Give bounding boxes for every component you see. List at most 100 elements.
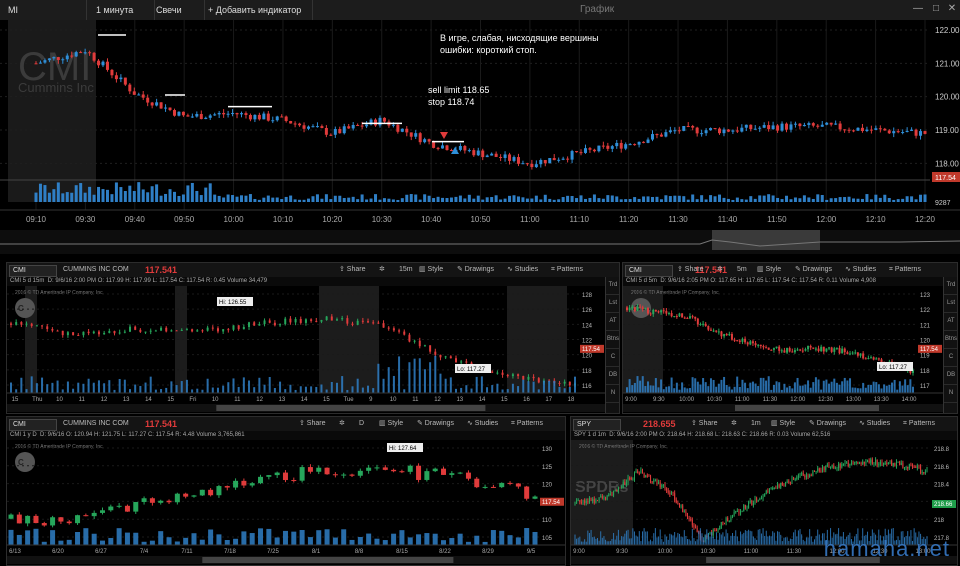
volume-bar: [124, 532, 130, 545]
volume-bar: [616, 535, 618, 545]
side-tab[interactable]: DB: [606, 367, 619, 385]
volume-bar: [258, 377, 261, 393]
close-icon[interactable]: ✕: [947, 3, 957, 14]
interval-selector[interactable]: 1 минута: [88, 0, 155, 20]
side-tab[interactable]: C: [944, 349, 957, 367]
patterns-button[interactable]: ⌗ Patterns: [903, 420, 935, 427]
panel-symbol-field[interactable]: CMI: [9, 419, 57, 431]
candle: [302, 125, 306, 129]
gear-icon[interactable]: ✲: [717, 266, 723, 273]
quote-row: SPY 1 d 1m D: 9/6/16 2:00 PM O: 218.64 H…: [571, 431, 957, 440]
patterns-button[interactable]: ⌗ Patterns: [511, 420, 543, 427]
drawings-button[interactable]: ✎ Drawings: [795, 266, 832, 273]
scrollbar-thumb[interactable]: [735, 405, 879, 411]
share-button[interactable]: ⇪ Share: [691, 420, 718, 427]
maximize-icon[interactable]: □: [932, 3, 940, 14]
volume-bar: [899, 540, 901, 545]
style-button[interactable]: ▥ Style: [771, 420, 796, 427]
chart-panel-3[interactable]: CMI CUMMINS INC COM 117.541 ⇪ Share ✲ D …: [6, 416, 566, 566]
symbol-field[interactable]: MI: [0, 0, 87, 20]
volume-bar: [302, 199, 306, 202]
volume-bar: [645, 531, 647, 545]
gear-icon[interactable]: ✲: [379, 266, 385, 273]
side-tab[interactable]: Lst: [944, 295, 957, 313]
drawings-button[interactable]: ✎ Drawings: [417, 420, 454, 427]
navigator-handle[interactable]: [712, 230, 820, 250]
candle: [244, 113, 248, 115]
chart-panel-1[interactable]: CMI CUMMINS INC COM 117.541 ⇪ Share ✲ 15…: [6, 262, 620, 414]
side-tab[interactable]: N: [944, 385, 957, 403]
style-button[interactable]: ▥ Style: [379, 420, 404, 427]
side-tab[interactable]: N: [606, 385, 619, 403]
volume-bar: [791, 388, 794, 393]
candle: [583, 148, 587, 153]
share-button[interactable]: ⇪ Share: [299, 420, 326, 427]
patterns-button[interactable]: ⌗ Patterns: [889, 266, 921, 273]
candle: [50, 517, 56, 526]
timeframe-selector[interactable]: 5m: [737, 266, 747, 273]
drawings-button[interactable]: ✎ Drawings: [457, 266, 494, 273]
x-tick-label: 17: [545, 397, 552, 403]
volume-bar: [320, 384, 323, 393]
y-tick-label: 218: [934, 518, 945, 524]
timeframe-selector[interactable]: 1m: [751, 420, 761, 427]
panel-symbol-field[interactable]: CMI: [625, 265, 673, 277]
scrollbar-thumb[interactable]: [216, 405, 486, 411]
chart-panel-2[interactable]: CMI 117.541 ⇪ Share ✲ 5m ▥ Style ✎ Drawi…: [622, 262, 958, 414]
timeframe-selector[interactable]: D: [359, 420, 365, 427]
studies-button[interactable]: ∿ Studies: [845, 266, 877, 273]
studies-button[interactable]: ∿ Studies: [859, 420, 891, 427]
minimize-icon[interactable]: —: [913, 3, 923, 14]
panel-symbol-field[interactable]: CMI: [9, 265, 57, 277]
volume-bar: [646, 381, 649, 393]
side-tab[interactable]: AT: [944, 313, 957, 331]
chart-panel-4[interactable]: SPY 218.655 ⇪ Share ✲ 1m ▥ Style ✎ Drawi…: [570, 416, 958, 566]
side-tab[interactable]: C: [606, 349, 619, 367]
panel-symbol-field[interactable]: SPY: [573, 419, 621, 431]
volume-bar: [324, 529, 330, 545]
side-tab[interactable]: Trd: [606, 277, 619, 295]
style-button[interactable]: ▥ Style: [419, 266, 444, 273]
volume-bar: [793, 382, 796, 393]
candle: [820, 470, 822, 473]
add-indicator-button[interactable]: + Добавить индикатор: [200, 0, 313, 20]
gear-icon[interactable]: ✲: [339, 420, 345, 427]
volume-bar: [816, 194, 820, 202]
patterns-button[interactable]: ⌗ Patterns: [551, 266, 583, 273]
main-chart[interactable]: CMI Cummins Inc В игре, слабая, нисходящ…: [0, 20, 960, 258]
style-selector[interactable]: Свечи: [148, 0, 205, 20]
share-button[interactable]: ⇪ Share: [339, 266, 366, 273]
candle: [75, 515, 81, 524]
candle: [101, 61, 105, 66]
copyright: 2016 © TD Ameritrade IP Company, Inc.: [631, 289, 720, 296]
gear-icon[interactable]: ✲: [731, 420, 737, 427]
scrollbar-thumb[interactable]: [706, 557, 880, 563]
volume-bar: [797, 530, 799, 545]
side-tab[interactable]: Btns: [944, 331, 957, 349]
candle: [539, 160, 543, 165]
side-tab[interactable]: DB: [944, 367, 957, 385]
candle: [875, 358, 878, 360]
volume-bar: [47, 192, 51, 202]
side-tab[interactable]: AT: [606, 313, 619, 331]
share-button[interactable]: ⇪ Share: [677, 266, 704, 273]
candle: [408, 334, 411, 342]
side-tab[interactable]: Trd: [944, 277, 957, 295]
volume-bar: [279, 381, 282, 393]
volume-bar: [183, 537, 189, 545]
scrollbar-thumb[interactable]: [202, 557, 454, 563]
side-tab[interactable]: Lst: [606, 295, 619, 313]
volume-bar: [749, 382, 752, 393]
volume-bar: [820, 540, 822, 545]
studies-button[interactable]: ∿ Studies: [467, 420, 499, 427]
side-tab[interactable]: Btns: [606, 331, 619, 349]
style-button[interactable]: ▥ Style: [757, 266, 782, 273]
studies-button[interactable]: ∿ Studies: [507, 266, 539, 273]
candle: [643, 473, 645, 478]
timeframe-selector[interactable]: 15m: [399, 266, 413, 273]
drawings-button[interactable]: ✎ Drawings: [809, 420, 846, 427]
